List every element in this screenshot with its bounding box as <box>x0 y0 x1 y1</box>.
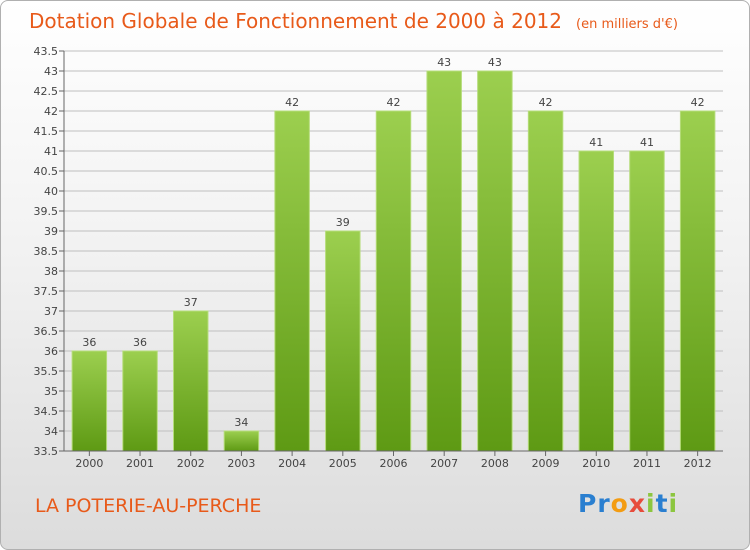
y-tick-label: 34.5 <box>34 405 59 418</box>
x-tick-label-2010: 2010 <box>582 457 610 470</box>
y-tick-label: 43.5 <box>34 45 59 58</box>
data-label-2006: 42 <box>387 96 401 109</box>
x-tick-label-2012: 2012 <box>684 457 712 470</box>
x-tick-label-2002: 2002 <box>177 457 205 470</box>
x-tick-label-2004: 2004 <box>278 457 306 470</box>
data-label-2003: 34 <box>234 416 248 429</box>
x-tick-label-2007: 2007 <box>430 457 458 470</box>
x-tick-label-2005: 2005 <box>329 457 357 470</box>
y-tick-label: 38 <box>44 265 58 278</box>
bar-2010 <box>578 150 615 452</box>
bar-2012 <box>679 110 716 452</box>
x-tick-label-2000: 2000 <box>75 457 103 470</box>
logo-letter: i <box>646 489 656 518</box>
data-label-2002: 37 <box>184 296 198 309</box>
y-tick-label: 40.5 <box>34 165 59 178</box>
data-label-2004: 42 <box>285 96 299 109</box>
data-label-2010: 41 <box>589 136 603 149</box>
bar-2004 <box>274 110 310 452</box>
proxiti-logo[interactable]: Proxiti <box>578 489 678 518</box>
data-labels: 36 36 37 34 42 39 42 43 43 42 41 41 42 <box>82 56 704 429</box>
chart-title: Dotation Globale de Fonctionnement de 20… <box>29 9 678 33</box>
bar-2003 <box>223 430 260 452</box>
y-tick-label: 41 <box>44 145 58 158</box>
bar-2000 <box>71 350 108 452</box>
y-axis: 33.5 34 34.5 35 35.5 36 36.5 37 37.5 38 38.5 39 39.5… <box>34 45 65 458</box>
y-tick-label: 35.5 <box>34 365 59 378</box>
y-tick-label: 34 <box>44 425 58 438</box>
data-label-2012: 42 <box>691 96 705 109</box>
logo-letter: t <box>655 489 669 518</box>
bar-2008 <box>477 70 513 452</box>
bar-2009 <box>527 110 564 452</box>
y-tick-label: 42 <box>44 105 58 118</box>
logo-letter: P <box>578 489 598 518</box>
data-label-2007: 43 <box>437 56 451 69</box>
bar-2011 <box>629 150 665 452</box>
x-tick-label-2006: 2006 <box>380 457 408 470</box>
y-tick-label: 37 <box>44 305 58 318</box>
logo-letter: r <box>597 489 611 518</box>
y-tick-label: 36 <box>44 345 58 358</box>
y-tick-label: 38.5 <box>34 245 59 258</box>
chart-title-text: Dotation Globale de Fonctionnement de 20… <box>29 9 562 33</box>
y-tick-label: 36.5 <box>34 325 59 338</box>
x-tick-label-2009: 2009 <box>532 457 560 470</box>
bar-2006 <box>375 110 412 452</box>
x-tick-label-2003: 2003 <box>227 457 255 470</box>
bar-2005 <box>325 230 361 452</box>
data-label-2009: 42 <box>539 96 553 109</box>
y-tick-label: 39 <box>44 225 58 238</box>
x-tick-label-2001: 2001 <box>126 457 154 470</box>
y-tick-label: 41.5 <box>34 125 59 138</box>
bar-2001 <box>122 350 158 452</box>
logo-letter: o <box>610 489 629 518</box>
bars <box>71 70 716 452</box>
data-label-2008: 43 <box>488 56 502 69</box>
y-tick-label: 39.5 <box>34 205 59 218</box>
logo-letter: i <box>668 489 679 518</box>
y-tick-label: 37.5 <box>34 285 59 298</box>
data-label-2005: 39 <box>336 216 350 229</box>
y-tick-label: 43 <box>44 65 58 78</box>
logo-letter: x <box>628 489 646 518</box>
chart-unit: (en milliers d'€) <box>576 17 678 32</box>
data-label-2000: 36 <box>82 336 96 349</box>
bar-2002 <box>172 310 209 452</box>
y-tick-label: 33.5 <box>34 445 59 458</box>
data-label-2001: 36 <box>133 336 147 349</box>
x-tick-label-2008: 2008 <box>481 457 509 470</box>
y-tick-label: 35 <box>44 385 58 398</box>
commune-name: LA POTERIE-AU-PERCHE <box>35 495 262 517</box>
data-label-2011: 41 <box>640 136 654 149</box>
bar-2007 <box>426 70 462 452</box>
y-tick-label: 42.5 <box>34 85 59 98</box>
x-tick-label-2011: 2011 <box>633 457 661 470</box>
y-tick-label: 40 <box>44 185 58 198</box>
x-axis: 2000 2001 2002 2003 2004 2005 2006 2007 2008 2009… <box>64 450 723 470</box>
